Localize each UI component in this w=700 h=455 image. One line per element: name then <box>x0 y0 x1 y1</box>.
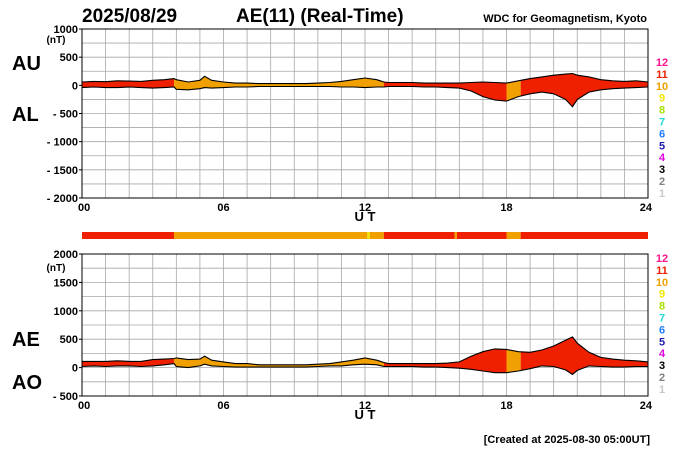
au-al-legend-level-10: 10 <box>656 81 668 93</box>
ae-ao-legend-level-2: 2 <box>659 372 665 384</box>
au-al-ytick-label: 1000 <box>54 24 78 36</box>
ae-ao-y-ticks: 2000 1500 1000 500 0 - 500 <box>53 249 82 403</box>
ae-ao-x-label: U T <box>355 407 376 422</box>
au-al-legend-level-8: 8 <box>659 105 665 117</box>
ae-ao-ytick-label: 1500 <box>54 277 78 289</box>
au-al-legend-level-11: 11 <box>656 69 668 81</box>
ae-ao-xtick-label: 00 <box>78 400 90 412</box>
station-bar-segment-7 <box>506 232 521 239</box>
au-al-legend-level-5: 5 <box>659 140 665 152</box>
ae-ao-legend-level-1: 1 <box>659 384 665 396</box>
ae-ao-frame <box>81 253 649 397</box>
ae-ao-x-ticks: 00 06 12 18 24 <box>78 400 653 412</box>
au-al-legend-level-9: 9 <box>659 93 665 105</box>
au-al-xtick-label: 24 <box>640 202 653 214</box>
au-al-legend-level-6: 6 <box>659 128 665 140</box>
au-al-areas <box>81 72 649 108</box>
au-al-legend-level-12: 12 <box>656 57 668 69</box>
au-al-xtick-label: 18 <box>500 202 512 214</box>
ae-ao-grid <box>82 254 648 396</box>
ae-ao-y-unit: (nT) <box>47 263 66 274</box>
station-bar-segment-6 <box>456 232 507 239</box>
au-al-y-unit: (nT) <box>47 35 66 46</box>
au-al-area-segment-2 <box>383 82 507 102</box>
station-bar-segment-8 <box>520 232 648 239</box>
au-al-grid <box>82 29 648 198</box>
ae-ao-area-segment-4 <box>520 336 648 375</box>
au-al-legend-level-1: 1 <box>659 188 665 200</box>
date-title: 2025/08/29 <box>82 6 177 27</box>
ae-ao-ytick-label: 1000 <box>54 306 78 318</box>
ae-ao-lower-line <box>81 363 648 376</box>
au-al-y-ticks: 1000 500 0 - 500 - 1000 - 1500 - 2000 <box>47 24 82 205</box>
ae-ao-legend-level-5: 5 <box>659 336 665 348</box>
au-al-legend-level-4: 4 <box>659 152 666 164</box>
ae-ao-ytick-label: 0 <box>72 363 78 375</box>
ae-ao-legend-level-9: 9 <box>659 289 665 301</box>
au-al-ytick-label: 500 <box>60 52 78 64</box>
au-al-ytick-label: - 1500 <box>47 165 78 177</box>
au-al-ytick-label: - 1000 <box>47 137 78 149</box>
ae-ao-area-segment-0 <box>82 358 174 367</box>
au-al-xtick-label: 06 <box>217 202 229 214</box>
index-title: AE(11) (Real-Time) <box>236 6 404 27</box>
ae-ao-legend-level-4: 4 <box>659 348 666 360</box>
station-bar-segment-4 <box>383 232 455 239</box>
station-bar-segment-3 <box>369 232 384 239</box>
ae-ao-ytick-label: 2000 <box>54 249 78 261</box>
ae-ao-xtick-label: 12 <box>359 400 371 412</box>
au-al-lower-line <box>81 85 649 108</box>
ae-ao-legend-level-11: 11 <box>656 265 668 277</box>
ae-ao-upper-line <box>82 336 649 366</box>
au-al-area-segment-3 <box>506 80 521 102</box>
created-timestamp: [Created at 2025-08-30 05:00UT] <box>484 434 651 446</box>
au-al-legend-level-2: 2 <box>659 176 665 188</box>
ae-ao-ytick-label: - 500 <box>53 391 78 403</box>
ae-ao-ytick-label: 500 <box>60 334 78 346</box>
au-al-x-ticks: 00 06 12 18 24 <box>78 202 653 214</box>
ae-ao-area-segment-3 <box>506 349 521 373</box>
station-bar-segment-2 <box>367 232 370 239</box>
au-al-xtick-label: 00 <box>78 202 90 214</box>
station-bar-segment-0 <box>82 232 174 239</box>
ae-ao-legend-level-12: 12 <box>656 253 668 265</box>
ae-ao-legend-level-6: 6 <box>659 324 665 336</box>
ae-series-label: AE <box>12 329 40 351</box>
ae-ao-xtick-label: 06 <box>217 400 229 412</box>
ae-ao-legend-level-7: 7 <box>659 313 665 325</box>
al-series-label: AL <box>12 104 39 126</box>
ae-ao-areas <box>81 336 649 376</box>
station-bar-segment-1 <box>173 232 368 239</box>
ae-ao-xtick-label: 24 <box>640 400 653 412</box>
ae-ao-area-segment-1 <box>174 356 384 368</box>
ao-series-label: AO <box>12 372 42 394</box>
station-bar-segment-5 <box>454 232 457 239</box>
ae-ao-legend-level-10: 10 <box>656 277 668 289</box>
au-al-legend-level-7: 7 <box>659 117 665 129</box>
au-al-xtick-label: 12 <box>359 202 371 214</box>
au-al-ytick-label: - 2000 <box>47 193 78 205</box>
au-series-label: AU <box>12 53 41 75</box>
au-al-area-segment-4 <box>520 73 648 107</box>
au-al-upper-line <box>81 72 649 85</box>
au-al-ytick-label: 0 <box>72 80 78 92</box>
ae-ao-legend-level-3: 3 <box>659 360 665 372</box>
ae-ao-xtick-label: 18 <box>500 400 512 412</box>
ae-ao-legend-level-8: 8 <box>659 301 665 313</box>
station-level-bar <box>82 232 648 239</box>
au-al-legend-level-3: 3 <box>659 164 665 176</box>
au-al-ytick-label: - 500 <box>53 109 78 121</box>
source-label: WDC for Geomagnetism, Kyoto <box>483 13 647 25</box>
au-al-x-label: U T <box>355 209 376 224</box>
